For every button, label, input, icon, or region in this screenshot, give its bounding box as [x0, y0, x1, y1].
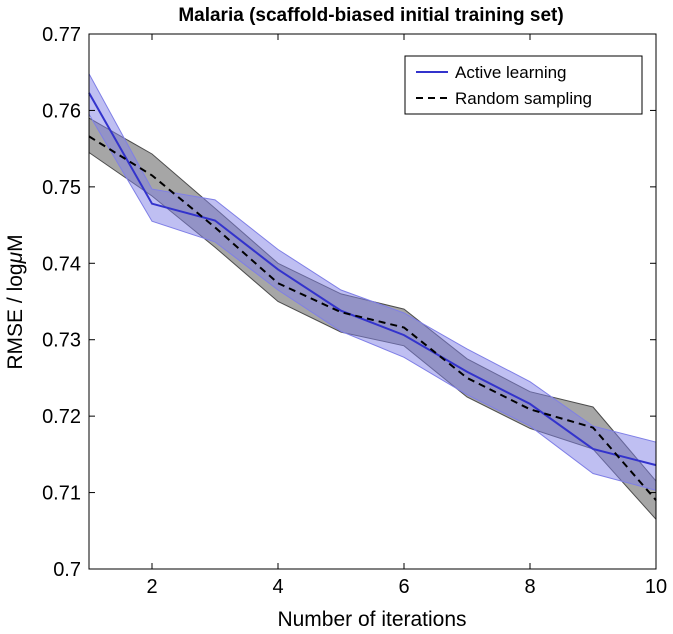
- y-axis-label: RMSE / logμM: [4, 234, 27, 369]
- y-tick-label: 0.72: [42, 406, 81, 428]
- y-axis-label-prefix: RMSE / log: [4, 263, 27, 369]
- y-tick-label: 0.74: [42, 253, 81, 275]
- y-tick-label: 0.75: [42, 177, 81, 199]
- y-axis-ticks: 0.7 0.71 0.72 0.73 0.74 0.75 0.76 0.77: [42, 24, 656, 581]
- y-tick-label: 0.77: [42, 24, 81, 46]
- y-tick-label: 0.71: [42, 483, 81, 505]
- confidence-bands: [88, 73, 657, 521]
- line-active-learning: [88, 92, 657, 467]
- y-tick-label: 0.76: [42, 100, 81, 122]
- x-tick-label: 10: [645, 576, 667, 598]
- x-tick-label: 8: [524, 576, 535, 598]
- series-lines: [88, 92, 657, 501]
- chart-title: Malaria (scaffold-biased initial trainin…: [178, 5, 563, 26]
- y-axis-label-mu: μ: [4, 251, 27, 264]
- x-axis-label: Number of iterations: [277, 608, 466, 631]
- y-tick-label: 0.7: [53, 559, 81, 581]
- x-tick-label: 2: [146, 576, 157, 598]
- x-axis-ticks: 2 4 6 8 10: [146, 34, 667, 598]
- x-tick-label: 4: [272, 576, 283, 598]
- band-active-learning: [88, 73, 657, 491]
- y-axis-label-suffix: M: [4, 234, 27, 252]
- plot-area-frame: [88, 33, 657, 570]
- legend-label-active-learning: Active learning: [455, 63, 567, 82]
- line-random-sampling: [88, 135, 657, 501]
- y-tick-label: 0.73: [42, 330, 81, 352]
- legend: Active learning Random sampling: [404, 55, 643, 115]
- x-tick-label: 6: [398, 576, 409, 598]
- legend-box: [404, 55, 643, 115]
- legend-label-random-sampling: Random sampling: [455, 89, 592, 108]
